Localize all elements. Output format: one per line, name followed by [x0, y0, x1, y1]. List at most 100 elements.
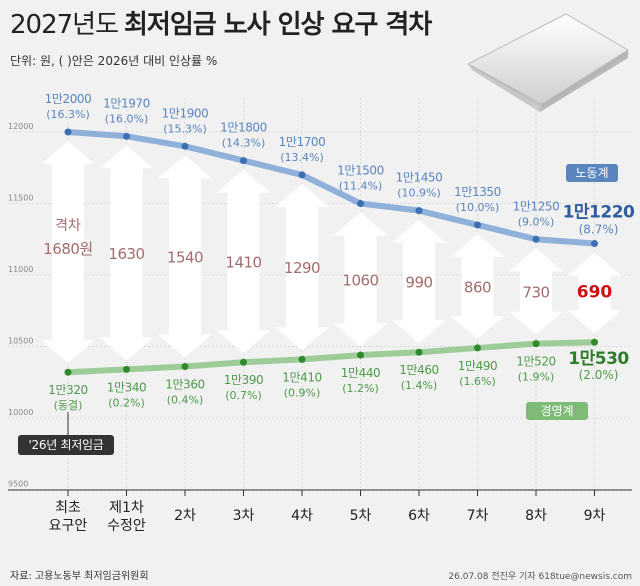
series-line-management — [65, 339, 598, 376]
management-point — [240, 358, 247, 366]
labor-rate-label: (11.4%) — [339, 180, 383, 193]
management-value-label: 1만490 — [458, 359, 498, 373]
management-value-label: 1만360 — [165, 378, 205, 392]
labor-value-label: 1만1800 — [220, 121, 267, 135]
gap-value-label: 1290 — [284, 259, 320, 277]
gap-value-label: 1410 — [225, 253, 261, 271]
labor-point — [64, 128, 72, 136]
y-tick-label: 9500 — [8, 480, 28, 489]
legend-labor-label: 노동계 — [575, 166, 608, 180]
management-value-label: 1만320 — [48, 383, 88, 397]
gap-value-label: 730 — [522, 283, 549, 301]
credit-note: 26.07.08 전진우 기자 618tue@newsis.com — [448, 572, 632, 582]
management-point — [591, 338, 598, 346]
labor-rate-label: (8.7%) — [579, 223, 619, 237]
labor-point — [123, 132, 130, 140]
paper-stack-icon — [466, 13, 629, 112]
labor-point — [357, 200, 364, 207]
management-value-label: 1만340 — [107, 380, 147, 394]
page-title: 2027년도 최저임금 노사 인상 요구 격차 — [10, 4, 432, 41]
title-year: 2027년도 — [10, 10, 119, 40]
x-tick-label: 9차 — [584, 508, 606, 524]
x-tick-label-line: 4차 — [291, 508, 313, 524]
x-tick-label: 최초 요구안 — [49, 500, 88, 534]
source-note: 자료: 고용노동부 최저임금위원회 — [10, 571, 149, 582]
labor-value-label: 1만1500 — [337, 164, 384, 178]
labor-point — [298, 171, 306, 179]
legend-labor: 노동계 — [566, 164, 618, 182]
management-rate-label: (1.9%) — [518, 371, 555, 384]
x-tick-label-line: 7차 — [467, 508, 489, 524]
labor-value-label: 1만1220 — [563, 203, 635, 223]
labor-rate-label: (15.3%) — [163, 122, 207, 135]
management-point — [123, 365, 130, 373]
labor-point — [415, 207, 423, 215]
labor-value-label: 1만1700 — [279, 135, 326, 149]
x-tick-label: 4차 — [291, 508, 313, 524]
management-rate-label: (1.2%) — [342, 382, 379, 395]
management-point — [298, 355, 306, 363]
legend-management-badge — [526, 402, 588, 420]
management-rate-label: (0.2%) — [108, 396, 145, 409]
labor-rate-label: (16.0%) — [105, 112, 149, 125]
gap-arrow — [567, 252, 622, 334]
y-tick-label: 10000 — [8, 408, 33, 417]
labor-rate-label: (10.0%) — [456, 201, 500, 214]
management-rate-label: (0.9%) — [284, 386, 321, 399]
management-point — [357, 351, 364, 359]
series-line-labor — [65, 129, 598, 247]
x-tick-label: 7차 — [467, 508, 489, 524]
labor-value-label: 1만1450 — [396, 171, 443, 185]
title-main: 최저임금 노사 인상 요구 격차 — [124, 10, 432, 40]
labor-rate-label: (9.0%) — [518, 215, 555, 228]
management-rate-label: (1.6%) — [459, 375, 496, 388]
x-tick-label-line: 2차 — [174, 508, 196, 524]
x-tick-label-line: 9차 — [584, 508, 606, 524]
management-value-label: 1만530 — [568, 349, 629, 369]
gap-value-label: 1060 — [342, 271, 378, 289]
legend-management: 경영계 — [526, 402, 588, 420]
x-tick-label-line: 제1차 — [109, 500, 144, 516]
labor-value-label: 1만1970 — [103, 96, 150, 110]
management-value-label: 1만410 — [282, 370, 322, 384]
x-tick-label: 6차 — [408, 508, 430, 524]
labor-rate-label: (13.4%) — [280, 151, 324, 164]
gap-arrow — [450, 233, 505, 339]
labor-point — [181, 142, 189, 150]
y-tick-label: 10500 — [8, 337, 33, 346]
x-tick-label-line: 6차 — [408, 508, 430, 524]
annotation-badge — [18, 435, 114, 455]
management-point — [532, 340, 540, 348]
management-rate-label: (1.4%) — [401, 379, 438, 392]
y-tick-label: 11500 — [8, 194, 33, 203]
labor-rate-label: (16.3%) — [46, 108, 90, 121]
management-rate-label: (동결) — [54, 399, 83, 412]
gap-arrow — [216, 169, 271, 354]
gap-value-label: 1540 — [167, 248, 203, 266]
management-point — [474, 344, 481, 352]
x-tick-label: 2차 — [174, 508, 196, 524]
annotation-label: '26년 최저임금 — [29, 438, 104, 452]
x-tick-label: 3차 — [233, 508, 255, 524]
management-point — [64, 368, 72, 376]
label-layer: 1만2000 (16.3%) 1만1970 (16.0%) 1만1900 (15.3%) 1… — [18, 92, 636, 455]
labor-rate-label: (14.3%) — [222, 137, 266, 150]
gap-value-label: 1630 — [108, 245, 144, 263]
labor-value-label: 1만1900 — [162, 106, 209, 120]
gap-value-label: 690 — [577, 283, 613, 303]
labor-value-label: 1만1250 — [513, 199, 560, 213]
x-tick-label-line: 3차 — [233, 508, 255, 524]
series-layer — [64, 128, 598, 376]
labor-point — [532, 235, 540, 243]
labor-point — [240, 157, 247, 165]
x-tick-label-line: 수정안 — [107, 518, 146, 534]
gap-arrow — [99, 145, 154, 361]
management-rate-label: (0.4%) — [167, 394, 204, 407]
x-tick-label: 5차 — [350, 508, 372, 524]
management-point — [181, 363, 189, 371]
unit-note: 단위: 원, ( )안은 2026년 대비 인상률 % — [10, 54, 218, 68]
gap-value-label: 1680원 — [43, 240, 92, 258]
labor-point — [474, 221, 481, 229]
